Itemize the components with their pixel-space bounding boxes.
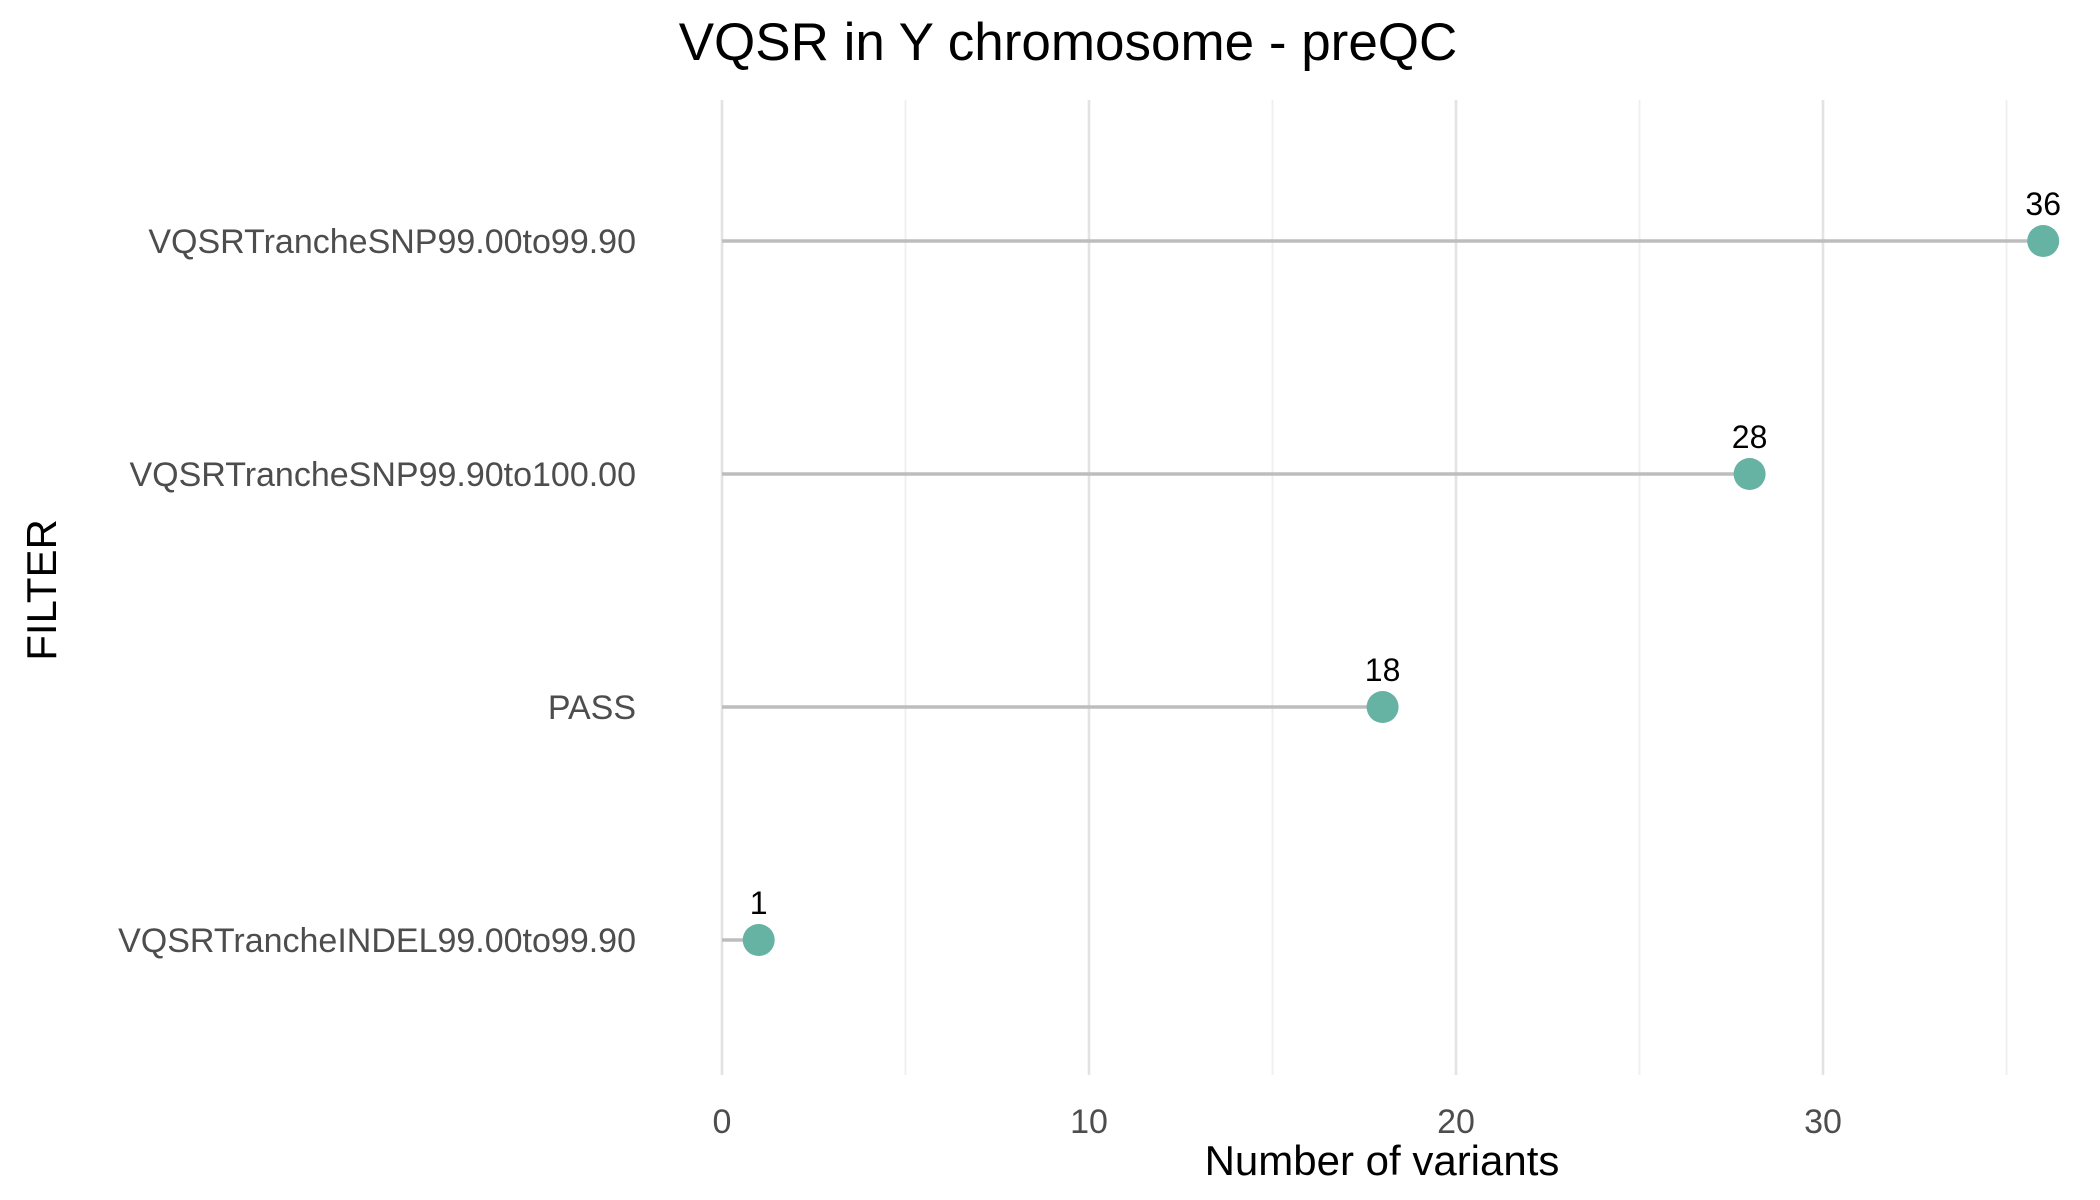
lollipop-point <box>1733 458 1766 490</box>
y-tick-label: VQSRTrancheSNP99.00to99.90 <box>148 223 636 261</box>
x-axis-tick-labels: 0 10 20 30 <box>713 1103 1842 1141</box>
data-label: 18 <box>1365 652 1401 688</box>
x-axis-title: Number of variants <box>1205 1137 1560 1184</box>
lollipop-point <box>2027 225 2060 257</box>
x-tick-label: 0 <box>713 1103 732 1141</box>
data-label: 28 <box>1732 419 1768 455</box>
y-tick-label: PASS <box>548 689 636 727</box>
data-labels: 36 28 18 1 <box>750 186 2061 921</box>
data-label: 36 <box>2025 186 2061 222</box>
y-tick-label: VQSRTrancheINDEL99.00to99.90 <box>118 922 636 960</box>
y-axis-tick-labels: VQSRTrancheSNP99.00to99.90 VQSRTrancheSNP… <box>118 223 636 960</box>
lollipop-stems <box>722 239 2044 942</box>
data-label: 1 <box>750 885 768 921</box>
x-tick-label: 30 <box>1804 1103 1842 1141</box>
y-tick-label: VQSRTrancheSNP99.90to100.00 <box>129 456 636 494</box>
lollipop-points <box>742 225 2060 956</box>
gridlines <box>720 100 2008 1075</box>
lollipop-point <box>1366 691 1399 723</box>
lollipop-point <box>742 924 775 956</box>
x-tick-label: 10 <box>1070 1103 1108 1141</box>
y-axis-title: FILTER <box>18 519 65 661</box>
chart-title: VQSR in Y chromosome - preQC <box>679 13 1458 72</box>
x-tick-label: 20 <box>1437 1103 1475 1141</box>
